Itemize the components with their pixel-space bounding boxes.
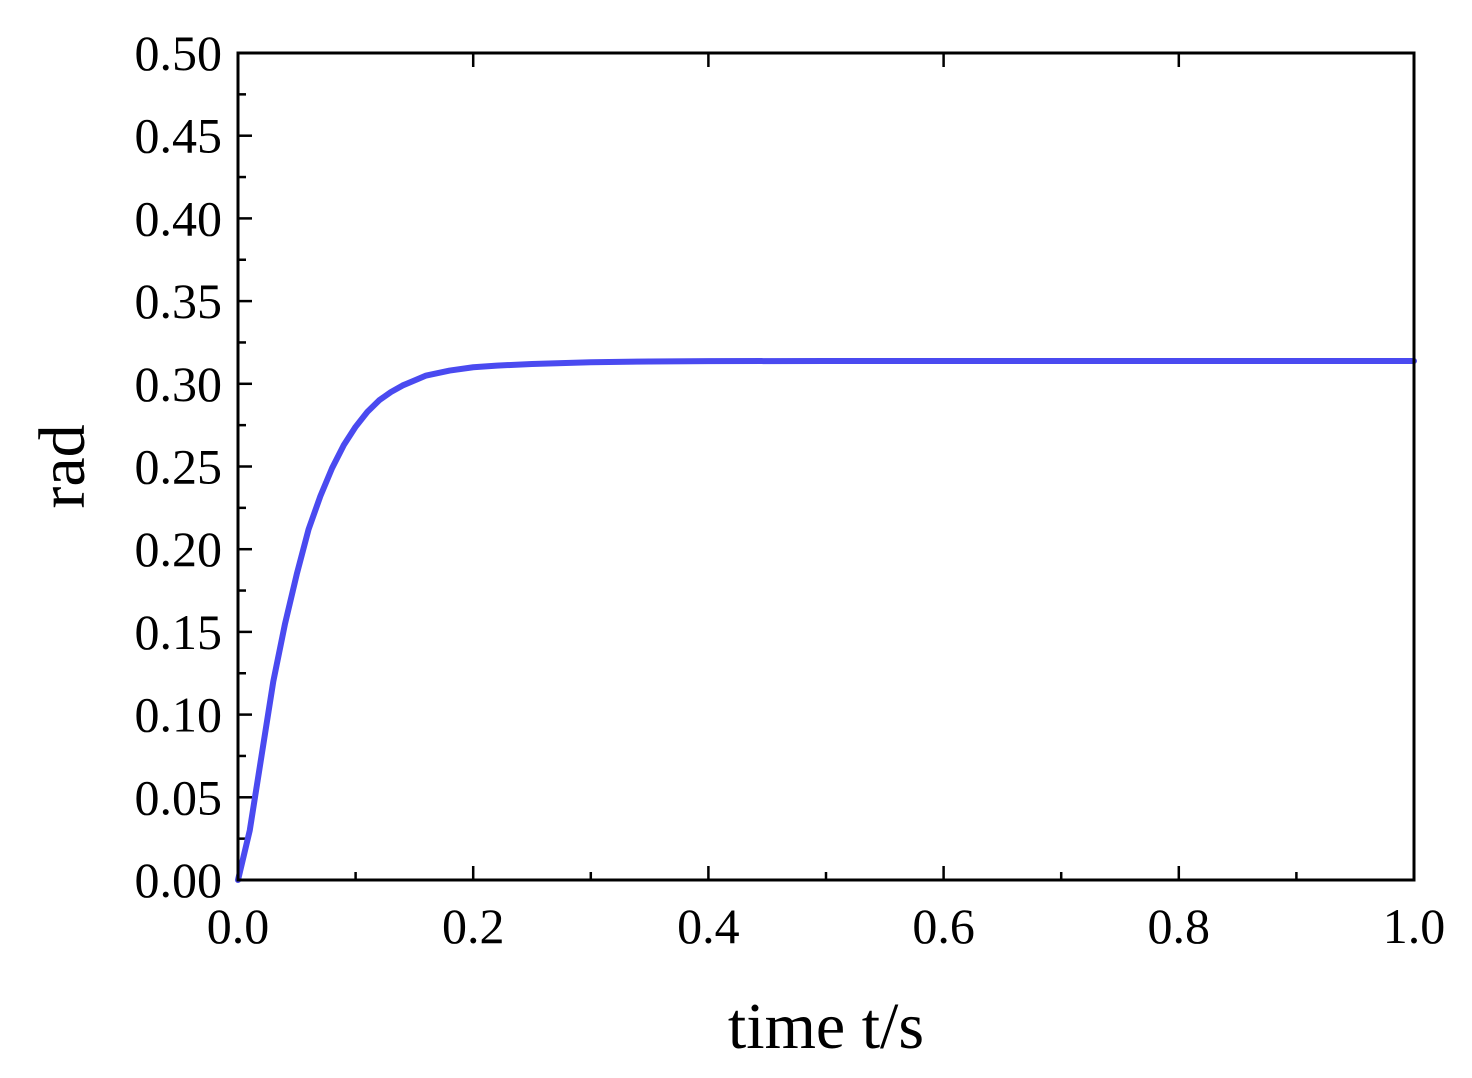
x-tick-label: 0.0 [207, 898, 270, 954]
x-tick-label: 0.6 [912, 898, 975, 954]
x-tick-label: 0.2 [442, 898, 505, 954]
y-tick-label: 0.15 [135, 604, 223, 660]
y-tick-label: 0.10 [135, 687, 223, 743]
y-tick-label: 0.25 [135, 439, 223, 495]
y-tick-label: 0.05 [135, 769, 223, 825]
x-tick-label: 0.4 [677, 898, 740, 954]
y-tick-label: 0.20 [135, 521, 223, 577]
series-layer [235, 357, 1417, 883]
x-axis-title: time t/s [728, 990, 924, 1063]
y-axis-title: rad [26, 424, 99, 508]
y-tick-label: 0.45 [135, 108, 223, 164]
y-tick-label: 0.40 [135, 190, 223, 246]
x-tick-label: 1.0 [1383, 898, 1446, 954]
series-line [235, 357, 1417, 883]
x-tick-label: 0.8 [1148, 898, 1211, 954]
y-tick-label: 0.50 [135, 25, 223, 81]
plot-frame [236, 51, 1416, 882]
y-tick-label: 0.00 [135, 852, 223, 908]
y-tick-label: 0.30 [135, 356, 223, 412]
y-tick-label: 0.35 [135, 273, 223, 329]
labels-layer: 0.0 0.2 0.4 0.6 0.8 1.0 0.00 0.05 0.10 0.15 0.20 0.… [135, 25, 1446, 954]
ticks-layer [236, 51, 1416, 882]
